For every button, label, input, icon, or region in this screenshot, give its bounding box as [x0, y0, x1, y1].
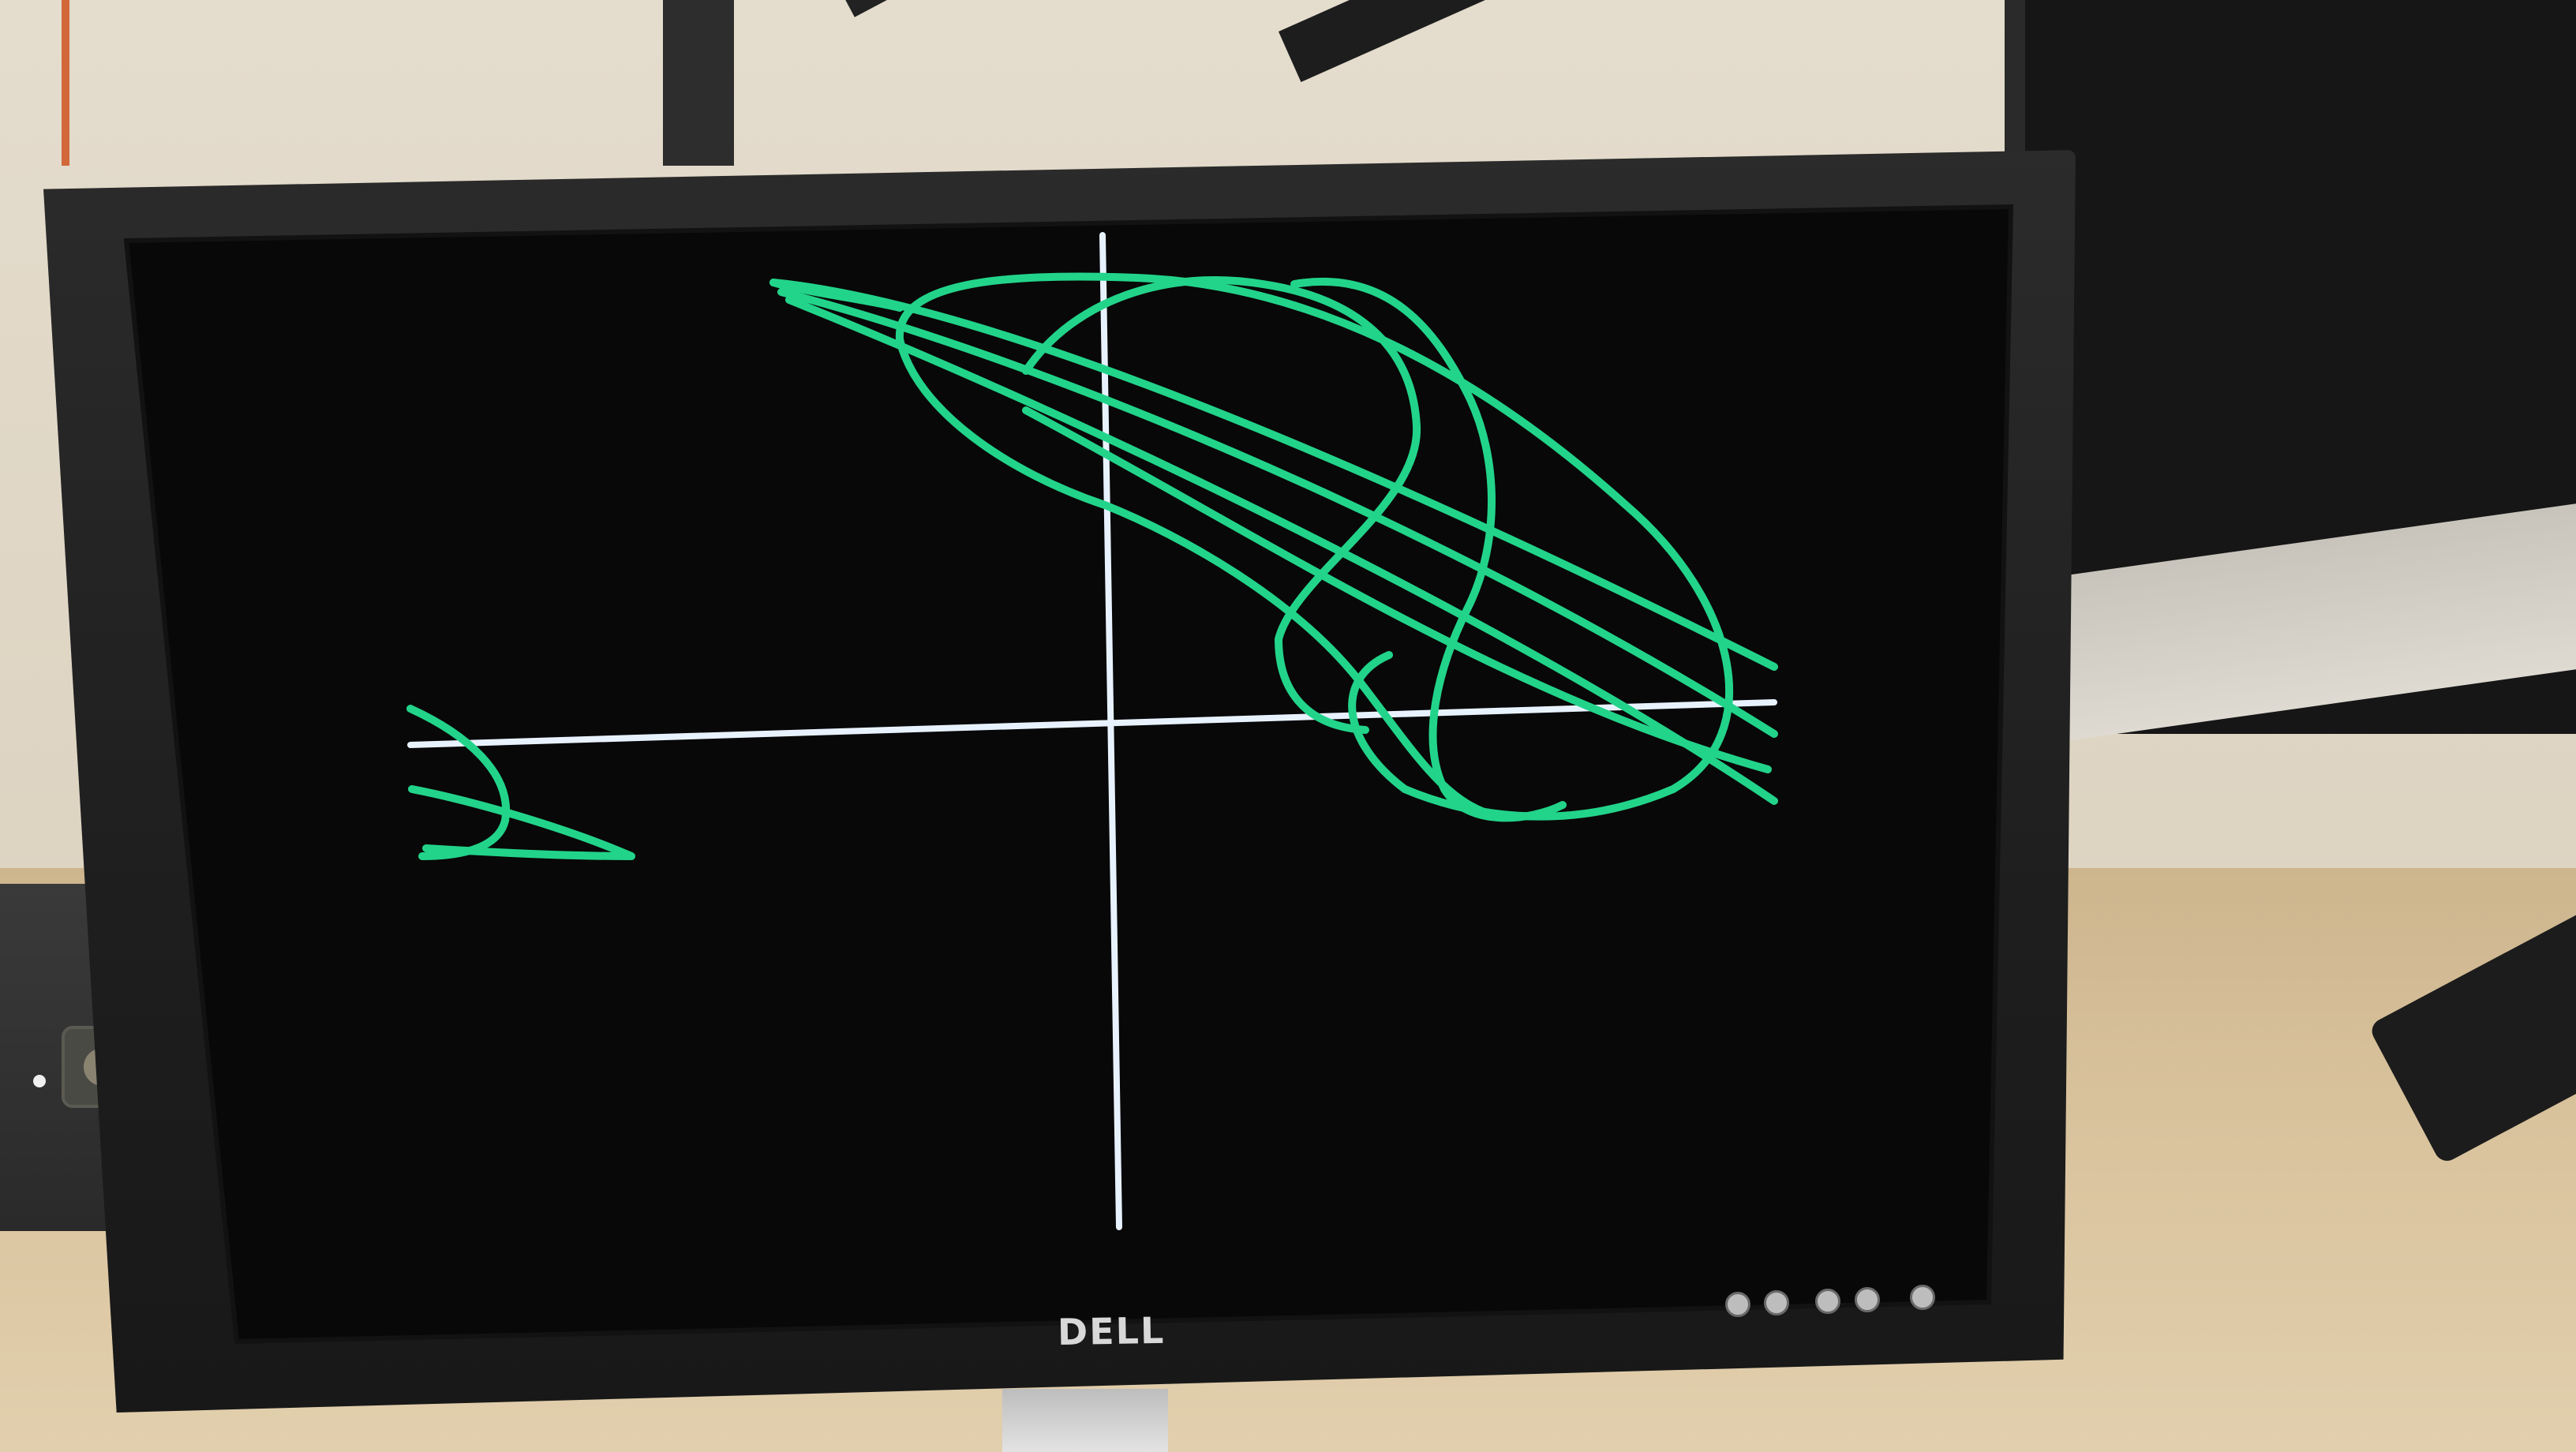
menu-button-icon[interactable] [1815, 1289, 1840, 1314]
menu-button-icon[interactable] [1764, 1290, 1789, 1315]
trace-long-band-2 [777, 288, 1778, 738]
screen-area [123, 204, 2014, 1345]
orange-cable [62, 0, 69, 166]
trace-top-left-tip [769, 279, 904, 312]
menu-button-icon[interactable] [1855, 1287, 1880, 1312]
trace-left-tail [408, 785, 635, 860]
trace-long-band-3 [785, 296, 1778, 805]
horizontal-axis-line [407, 699, 1777, 748]
indicator-led [33, 1075, 46, 1087]
monitor-stand [1002, 1389, 1168, 1452]
brand-logo: DELL [1057, 1308, 1166, 1354]
trace-right-loop [1290, 277, 1567, 822]
trace-inner-loop [896, 335, 1503, 821]
trace-left-loop [1022, 275, 1421, 734]
power-button-icon[interactable] [1910, 1285, 1935, 1310]
rack-post [663, 0, 734, 166]
trace-outer-ellipse [895, 272, 1733, 821]
menu-button-icon[interactable] [1725, 1292, 1750, 1317]
lissajous-trace [406, 272, 1778, 860]
trace-long-band-4 [1022, 406, 1772, 773]
